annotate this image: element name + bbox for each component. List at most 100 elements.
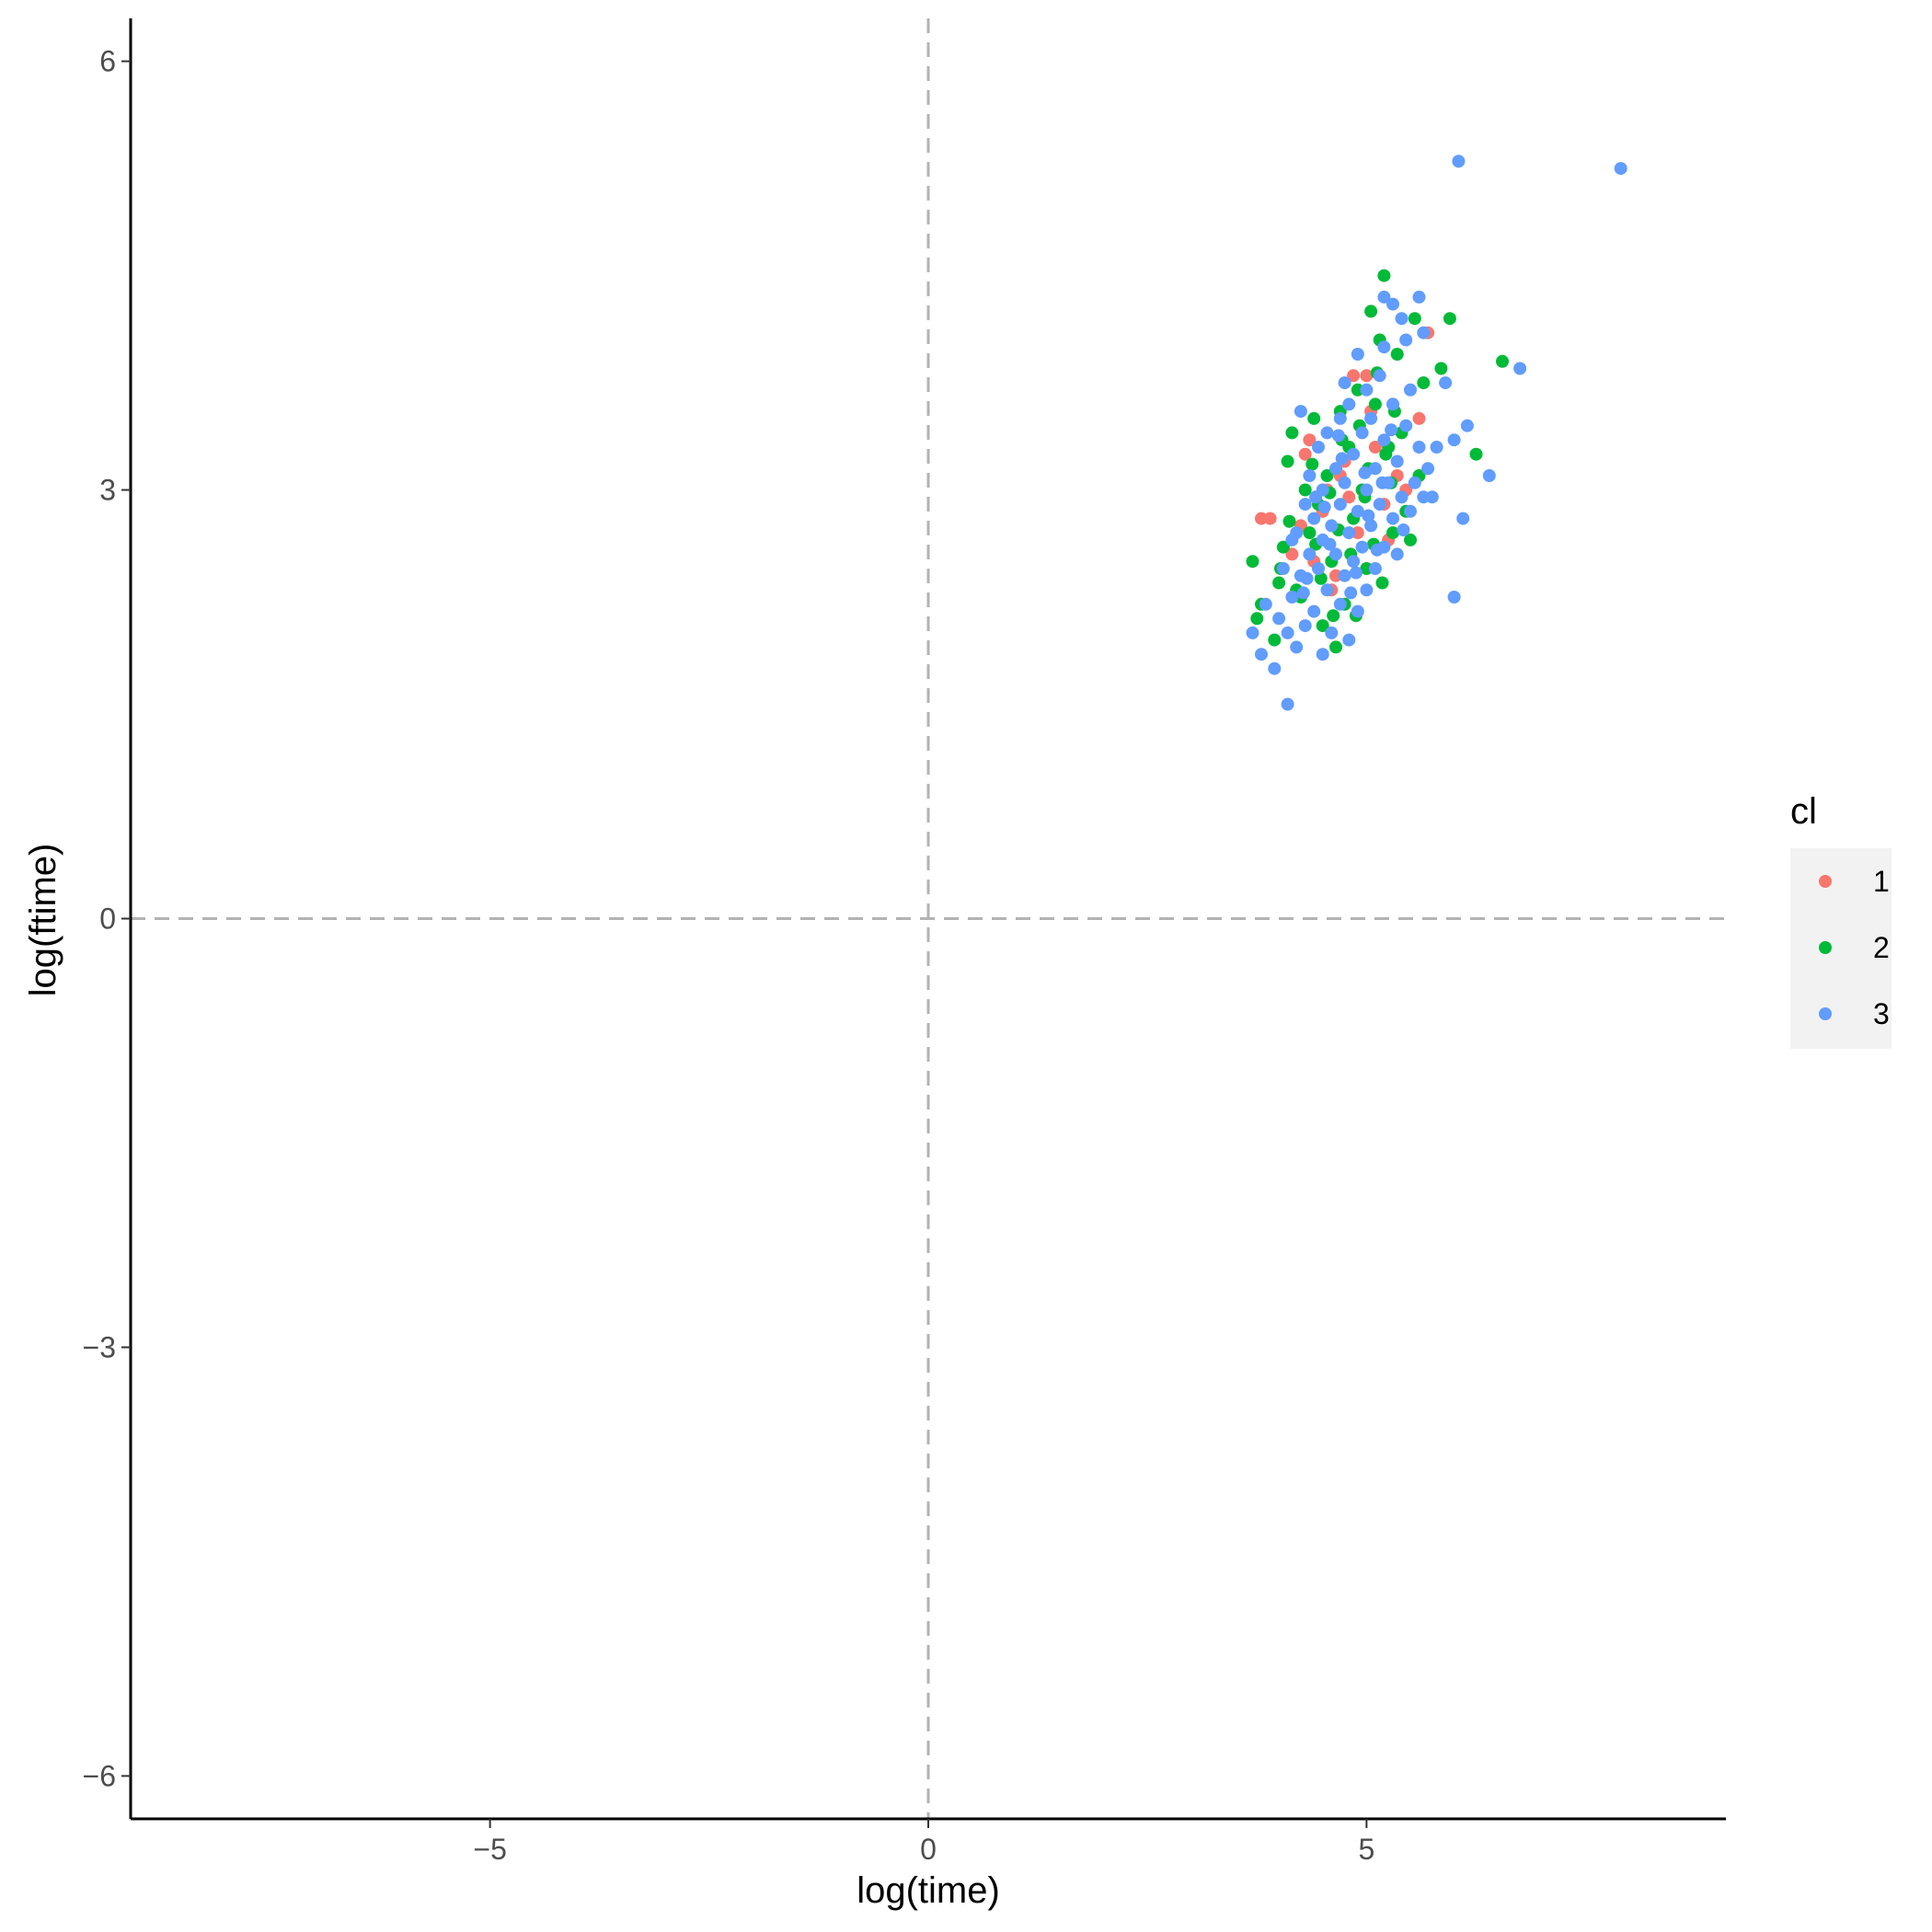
- point-series-3: [1312, 562, 1325, 575]
- point-series-2: [1303, 526, 1317, 540]
- y-tick-label: 3: [99, 474, 116, 507]
- point-series-3: [1377, 290, 1391, 304]
- point-series-2: [1417, 376, 1431, 390]
- point-series-3: [1298, 619, 1312, 633]
- point-series-3: [1298, 498, 1312, 512]
- point-series-1: [1303, 433, 1317, 447]
- point-series-3: [1364, 411, 1378, 425]
- point-series-3: [1447, 433, 1461, 447]
- point-series-3: [1347, 555, 1361, 569]
- point-series-3: [1430, 441, 1443, 454]
- point-series-3: [1368, 562, 1382, 575]
- point-series-2: [1375, 576, 1389, 590]
- point-series-3: [1255, 648, 1268, 661]
- point-series-3: [1412, 441, 1426, 454]
- point-series-3: [1395, 490, 1409, 504]
- point-series-3: [1344, 586, 1358, 600]
- point-series-1: [1342, 490, 1356, 504]
- point-series-3: [1259, 597, 1272, 611]
- point-series-1: [1412, 411, 1426, 425]
- point-series-3: [1395, 312, 1409, 326]
- point-series-3: [1421, 462, 1435, 476]
- legend-key-2: [1819, 941, 1832, 954]
- point-series-3: [1355, 540, 1369, 554]
- point-series-3: [1333, 498, 1347, 512]
- point-series-3: [1307, 512, 1321, 525]
- legend-key-1: [1819, 875, 1832, 888]
- point-series-3: [1614, 162, 1627, 176]
- point-series-2: [1408, 312, 1421, 326]
- series-2: [1246, 269, 1509, 654]
- point-series-2: [1404, 533, 1417, 546]
- legend-label-3: 3: [1873, 997, 1890, 1030]
- point-series-3: [1412, 290, 1426, 304]
- x-tick-label: 0: [920, 1833, 937, 1866]
- point-series-3: [1307, 604, 1321, 618]
- point-series-3: [1513, 362, 1527, 375]
- point-series-3: [1281, 626, 1294, 639]
- reference-lines: [131, 18, 1726, 1819]
- point-series-3: [1377, 433, 1391, 447]
- point-series-3: [1338, 376, 1351, 390]
- point-series-3: [1316, 648, 1329, 661]
- point-series-3: [1439, 376, 1453, 390]
- point-series-2: [1351, 383, 1364, 397]
- point-series-3: [1296, 586, 1310, 600]
- y-tick-label: −6: [83, 1759, 116, 1792]
- point-series-3: [1385, 423, 1398, 437]
- point-series-3: [1375, 476, 1389, 489]
- point-series-3: [1355, 426, 1369, 440]
- point-series-3: [1268, 661, 1282, 675]
- point-series-2: [1434, 362, 1448, 375]
- axis-ticks: −5 0 5 −6 −3 0 3 6: [83, 45, 1375, 1866]
- point-series-3: [1320, 426, 1334, 440]
- point-series-3: [1276, 562, 1290, 575]
- point-series-3: [1360, 383, 1374, 397]
- point-series-1: [1285, 547, 1299, 561]
- point-series-3: [1349, 566, 1363, 580]
- point-series-2: [1379, 447, 1393, 461]
- point-series-2: [1281, 454, 1294, 468]
- point-series-3: [1331, 429, 1345, 443]
- legend-items: 1 2 3: [1819, 865, 1890, 1030]
- point-series-3: [1335, 452, 1349, 466]
- point-series-2: [1246, 555, 1259, 569]
- point-series-3: [1460, 419, 1474, 432]
- point-series-2: [1377, 269, 1391, 282]
- point-series-3: [1397, 523, 1410, 536]
- legend: cl 1 2 3: [1790, 791, 1892, 1049]
- point-series-2: [1329, 640, 1342, 654]
- point-series-3: [1300, 571, 1314, 585]
- point-series-2: [1327, 609, 1340, 623]
- point-series-3: [1360, 583, 1374, 597]
- point-series-3: [1342, 526, 1356, 540]
- point-series-2: [1496, 354, 1509, 368]
- legend-key-background: [1790, 848, 1892, 1049]
- point-series-3: [1399, 419, 1413, 432]
- point-series-3: [1386, 397, 1399, 411]
- legend-label-2: 2: [1873, 931, 1890, 964]
- point-series-3: [1303, 547, 1317, 561]
- point-series-2: [1320, 469, 1334, 482]
- point-series-3: [1303, 469, 1317, 482]
- point-series-2: [1469, 447, 1483, 461]
- point-series-2: [1282, 514, 1296, 528]
- point-series-1: [1255, 512, 1268, 525]
- x-axis-title: log(time): [857, 1870, 1000, 1911]
- point-series-3: [1452, 155, 1466, 168]
- point-series-2: [1443, 312, 1456, 326]
- point-series-2: [1307, 411, 1321, 425]
- point-series-3: [1425, 490, 1439, 504]
- point-series-3: [1329, 547, 1342, 561]
- point-series-3: [1333, 411, 1347, 425]
- point-series-3: [1317, 500, 1331, 514]
- point-series-3: [1362, 509, 1375, 523]
- point-series-3: [1312, 441, 1325, 454]
- point-series-3: [1342, 633, 1356, 647]
- data-points: [1246, 155, 1627, 711]
- point-series-1: [1329, 569, 1342, 582]
- point-series-3: [1272, 612, 1286, 626]
- point-series-2: [1386, 526, 1399, 540]
- point-series-2: [1316, 619, 1329, 633]
